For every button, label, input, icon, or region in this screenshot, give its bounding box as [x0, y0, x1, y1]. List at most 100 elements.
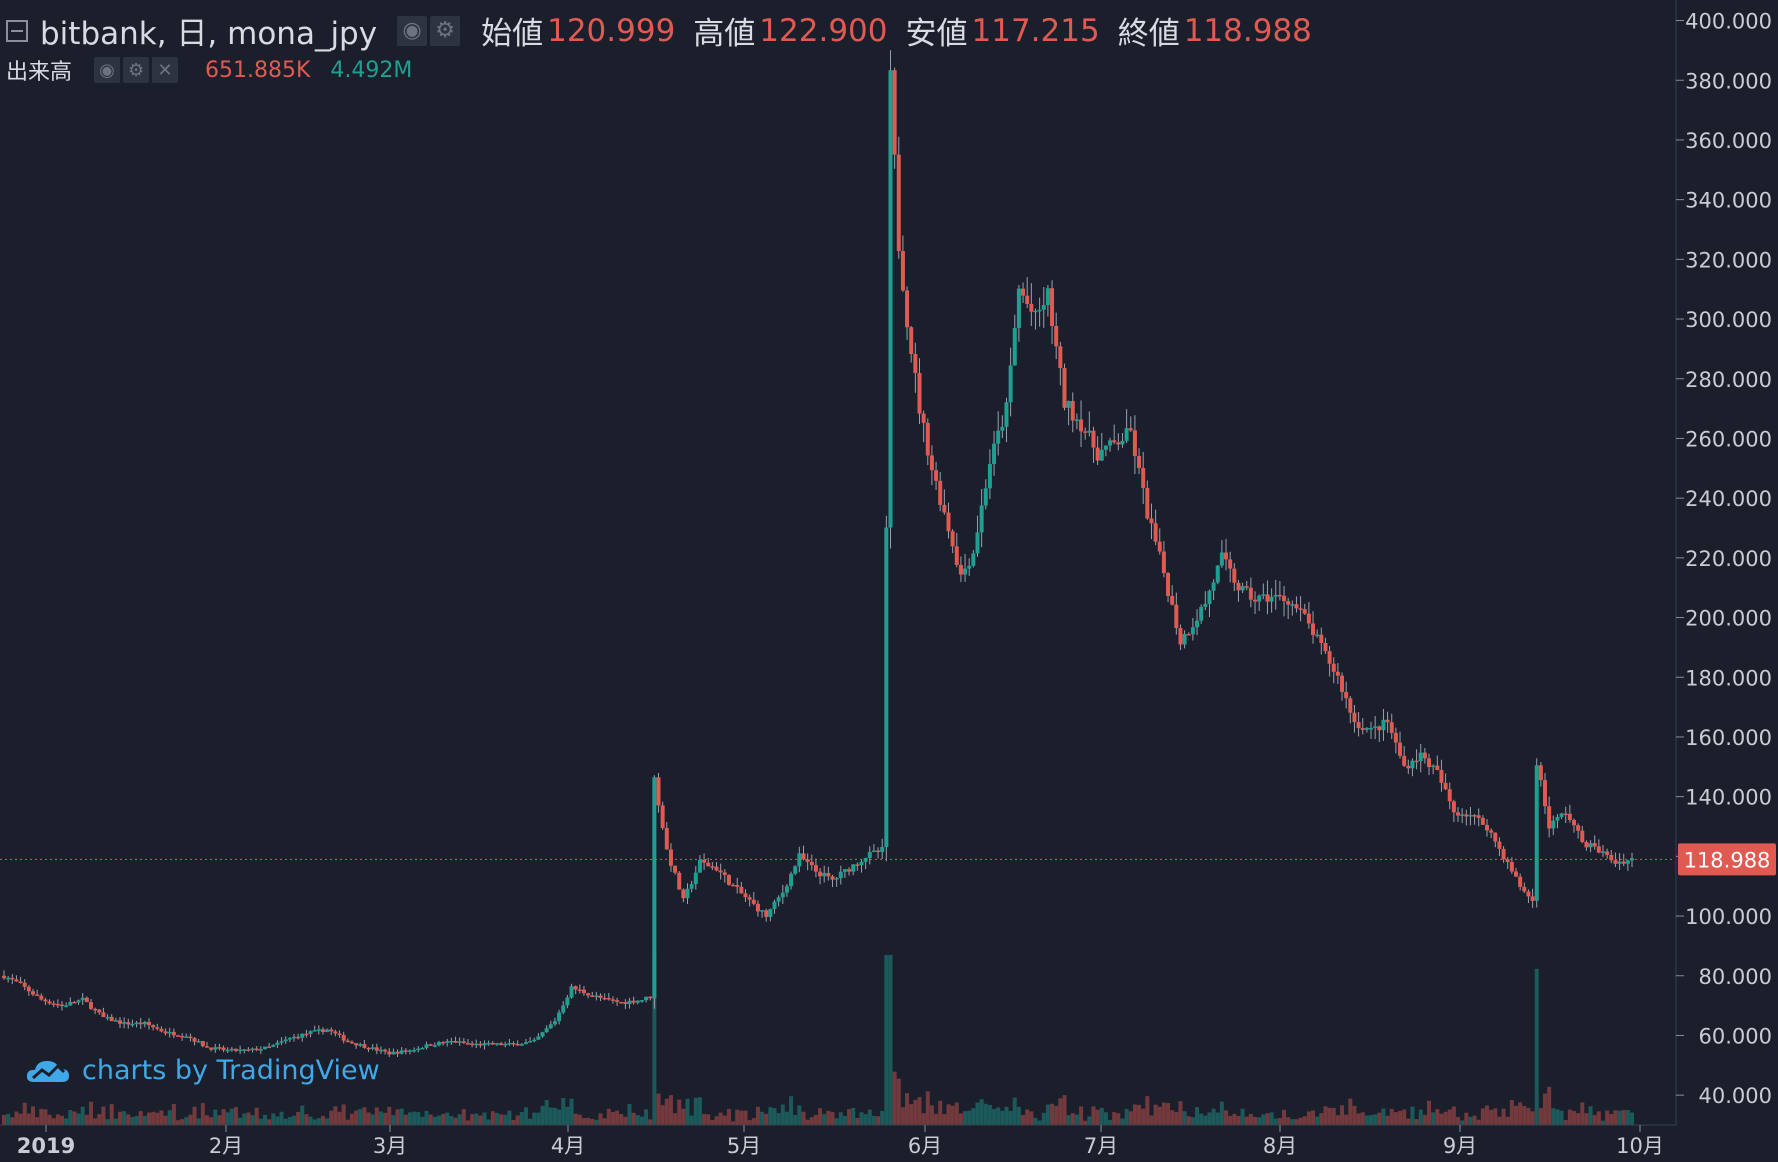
candle-body [913, 353, 918, 374]
gear-icon[interactable]: ⚙ [430, 15, 461, 46]
volume-bar [59, 1115, 64, 1125]
volume-bar [1207, 1112, 1212, 1125]
volume-bar [316, 1118, 321, 1125]
tradingview-watermark[interactable]: charts by TradingView [24, 1055, 380, 1086]
candle-body [461, 1041, 466, 1044]
candle-body [1282, 595, 1287, 602]
volume-bar [772, 1108, 777, 1125]
volume-bar [896, 1078, 901, 1125]
candle-body [602, 997, 607, 1000]
candle-body [1311, 623, 1316, 636]
candle [834, 876, 839, 887]
candle-body [697, 859, 702, 873]
volume-bar [1323, 1106, 1328, 1125]
candle [1447, 782, 1452, 810]
candle [1311, 611, 1316, 644]
candle-body [250, 1048, 255, 1051]
volume-bar [992, 1108, 997, 1125]
gear-icon[interactable]: ⚙ [123, 57, 150, 83]
candle [287, 1037, 292, 1043]
candle-body [370, 1047, 375, 1049]
candle [664, 822, 669, 850]
candle-body [590, 995, 595, 997]
candle [1555, 814, 1560, 829]
volume-bar [341, 1104, 346, 1125]
eye-icon[interactable]: ◉ [397, 15, 428, 46]
volume-bar [1157, 1106, 1162, 1125]
volume-bar [1352, 1105, 1357, 1125]
close-icon[interactable]: ✕ [152, 57, 179, 83]
candle [449, 1037, 454, 1045]
volume-bar [362, 1107, 367, 1125]
volume-bar [1087, 1116, 1092, 1125]
volume-bar [1050, 1103, 1055, 1125]
candle [445, 1038, 450, 1047]
candle [627, 997, 632, 1009]
candle [43, 997, 48, 1005]
candle [1178, 624, 1183, 651]
volume-bar [420, 1116, 425, 1125]
volume-bar [1439, 1113, 1444, 1125]
volume-bar [490, 1111, 495, 1125]
candle [689, 880, 694, 893]
price-axis[interactable]: 40.00060.00080.000100.000120.000140.0001… [1676, 10, 1772, 1109]
volume-bar [1054, 1105, 1059, 1125]
candle [1427, 753, 1432, 776]
candle-body [805, 859, 810, 862]
candle [1543, 773, 1548, 815]
candle [1567, 804, 1572, 823]
candle-body [39, 995, 44, 1000]
candle [192, 1037, 197, 1046]
volume-bar [1116, 1113, 1121, 1125]
candle [1398, 731, 1403, 759]
volume-bar [486, 1119, 491, 1125]
volume-bar [523, 1107, 528, 1125]
candle [1269, 588, 1274, 613]
volume-bar [784, 1111, 789, 1125]
candlesticks [2, 50, 1634, 1058]
volume-bar [1132, 1104, 1137, 1125]
volume-bar [1398, 1110, 1403, 1125]
candle [1124, 409, 1129, 444]
candle-body [333, 1031, 338, 1034]
volume-bar [884, 955, 889, 1125]
candle [499, 1042, 504, 1046]
volume-bar [1103, 1112, 1108, 1125]
candle [6, 975, 11, 983]
volume-bar [615, 1110, 620, 1125]
volume-bar [171, 1103, 176, 1125]
volume-bar [1443, 1111, 1448, 1125]
volume-bar [1427, 1100, 1432, 1125]
candle-body [51, 1003, 56, 1005]
volume-bar [449, 1116, 454, 1125]
candle-body [503, 1043, 508, 1046]
candle [979, 488, 984, 548]
candle-body [1596, 846, 1601, 853]
candle-body [175, 1035, 180, 1037]
volume-bar [1543, 1093, 1548, 1125]
candle [432, 1042, 437, 1048]
candle-body [1427, 758, 1432, 768]
candle [581, 985, 586, 996]
candle-body [1605, 851, 1610, 855]
volume-bar [225, 1112, 230, 1125]
candle [1095, 436, 1100, 465]
collapse-icon[interactable] [6, 19, 28, 42]
volume-bar [1286, 1117, 1291, 1125]
candle-body [536, 1036, 541, 1040]
volume-bar [1099, 1107, 1104, 1125]
candle [1373, 715, 1378, 740]
candle [917, 358, 922, 424]
volume-bar [1377, 1112, 1382, 1125]
volume-bar [1290, 1119, 1295, 1125]
candle [470, 1040, 475, 1048]
volume-bar [1041, 1112, 1046, 1125]
volume-bar [72, 1111, 77, 1125]
candle [97, 1009, 102, 1015]
candle-body [18, 981, 23, 984]
candle [685, 883, 690, 905]
time-axis[interactable]: 2019 2月 3月 4月 5月 6月 7月 8月 9月 10月 [17, 1125, 1664, 1158]
eye-icon[interactable]: ◉ [94, 57, 121, 83]
